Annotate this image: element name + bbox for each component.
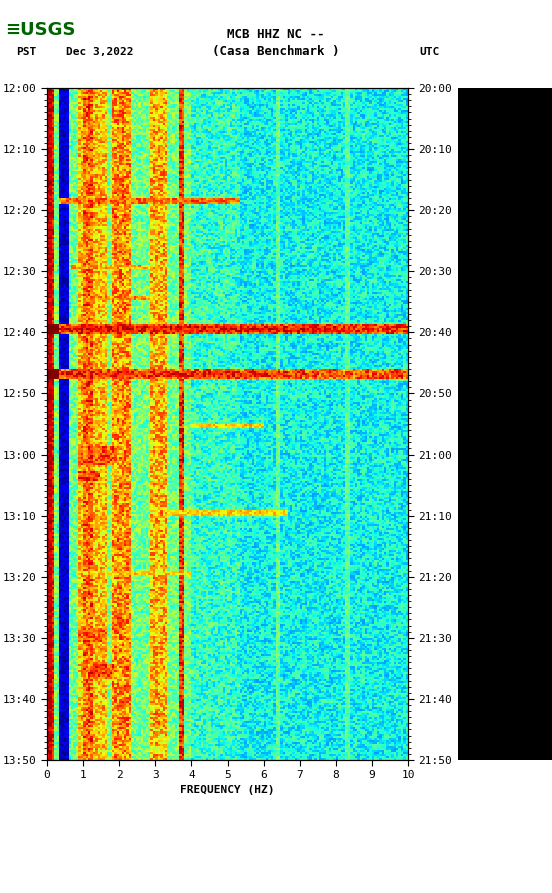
Text: (Casa Benchmark ): (Casa Benchmark ) [213,46,339,59]
Text: UTC: UTC [420,47,440,57]
Text: ≡USGS: ≡USGS [6,21,76,39]
Text: Dec 3,2022: Dec 3,2022 [66,47,134,57]
X-axis label: FREQUENCY (HZ): FREQUENCY (HZ) [181,785,275,795]
Text: MCB HHZ NC --: MCB HHZ NC -- [227,29,325,41]
Text: PST: PST [17,47,37,57]
